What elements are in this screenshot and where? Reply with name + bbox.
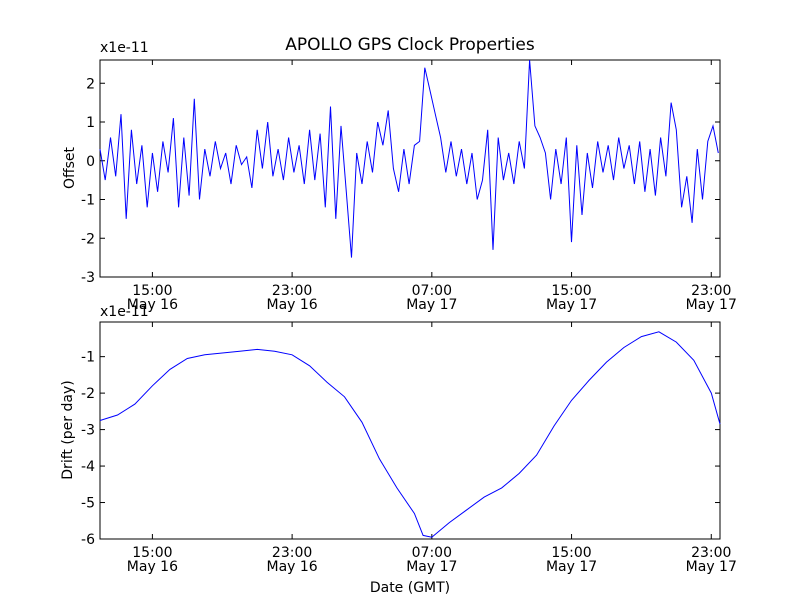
drift-panel: x1e-11 Drift (per day) -6 -5 -4 -3 -2 -1 15:0… <box>60 304 737 596</box>
drift-xtick-date-3: May 17 <box>546 559 597 575</box>
chart-title: APOLLO GPS Clock Properties <box>285 35 535 55</box>
drift-ytick-label-1: -5 <box>81 496 95 512</box>
drift-series-line <box>99 331 721 538</box>
drift-ylabel: Drift (per day) <box>60 380 76 479</box>
drift-xtick-time-4: 23:00 <box>691 545 731 561</box>
offset-xtick-time-2: 07:00 <box>412 283 452 299</box>
offset-ytick-label-3: 0 <box>86 154 95 170</box>
offset-xtick-date-1: May 16 <box>267 297 318 313</box>
drift-yticks: -6 -5 -4 -3 -2 -1 <box>81 350 720 548</box>
offset-xtick-time-3: 15:00 <box>551 283 591 299</box>
offset-ytick-label-5: 2 <box>86 76 95 92</box>
offset-axes-frame <box>99 59 721 278</box>
drift-xtick-time-3: 15:00 <box>551 545 591 561</box>
drift-xtick-date-2: May 17 <box>406 559 457 575</box>
offset-ytick-label-4: 1 <box>86 115 95 131</box>
offset-xtick-date-3: May 17 <box>546 297 597 313</box>
drift-axes-frame <box>99 321 721 540</box>
drift-xtick-date-1: May 16 <box>267 559 318 575</box>
offset-xtick-date-0: May 16 <box>127 297 178 313</box>
offset-xtick-time-0: 15:00 <box>132 283 172 299</box>
drift-scale-label: x1e-11 <box>100 304 149 320</box>
drift-ytick-label-0: -6 <box>81 532 95 548</box>
drift-ytick-label-3: -3 <box>81 423 95 439</box>
drift-xtick-time-2: 07:00 <box>412 545 452 561</box>
offset-ytick-label-1: -2 <box>81 231 95 247</box>
offset-ytick-label-0: -3 <box>81 270 95 286</box>
offset-ylabel: Offset <box>62 146 78 189</box>
offset-xtick-time-1: 23:00 <box>272 283 312 299</box>
offset-scale-label: x1e-11 <box>100 40 149 56</box>
drift-xtick-date-4: May 17 <box>686 559 737 575</box>
drift-xtick-date-0: May 16 <box>127 559 178 575</box>
offset-xtick-date-2: May 17 <box>406 297 457 313</box>
offset-xtick-date-4: May 17 <box>686 297 737 313</box>
offset-ytick-label-2: -1 <box>81 193 95 209</box>
drift-xtick-time-1: 23:00 <box>272 545 312 561</box>
drift-xtick-time-0: 15:00 <box>132 545 172 561</box>
offset-series-line <box>99 59 719 258</box>
offset-xtick-time-4: 23:00 <box>691 283 731 299</box>
drift-ytick-label-2: -4 <box>81 459 95 475</box>
x-axis-label: Date (GMT) <box>370 580 450 596</box>
drift-ytick-label-4: -2 <box>81 386 95 402</box>
drift-ytick-label-5: -1 <box>81 350 95 366</box>
offset-yticks: -3 -2 -1 0 1 2 <box>81 76 720 286</box>
